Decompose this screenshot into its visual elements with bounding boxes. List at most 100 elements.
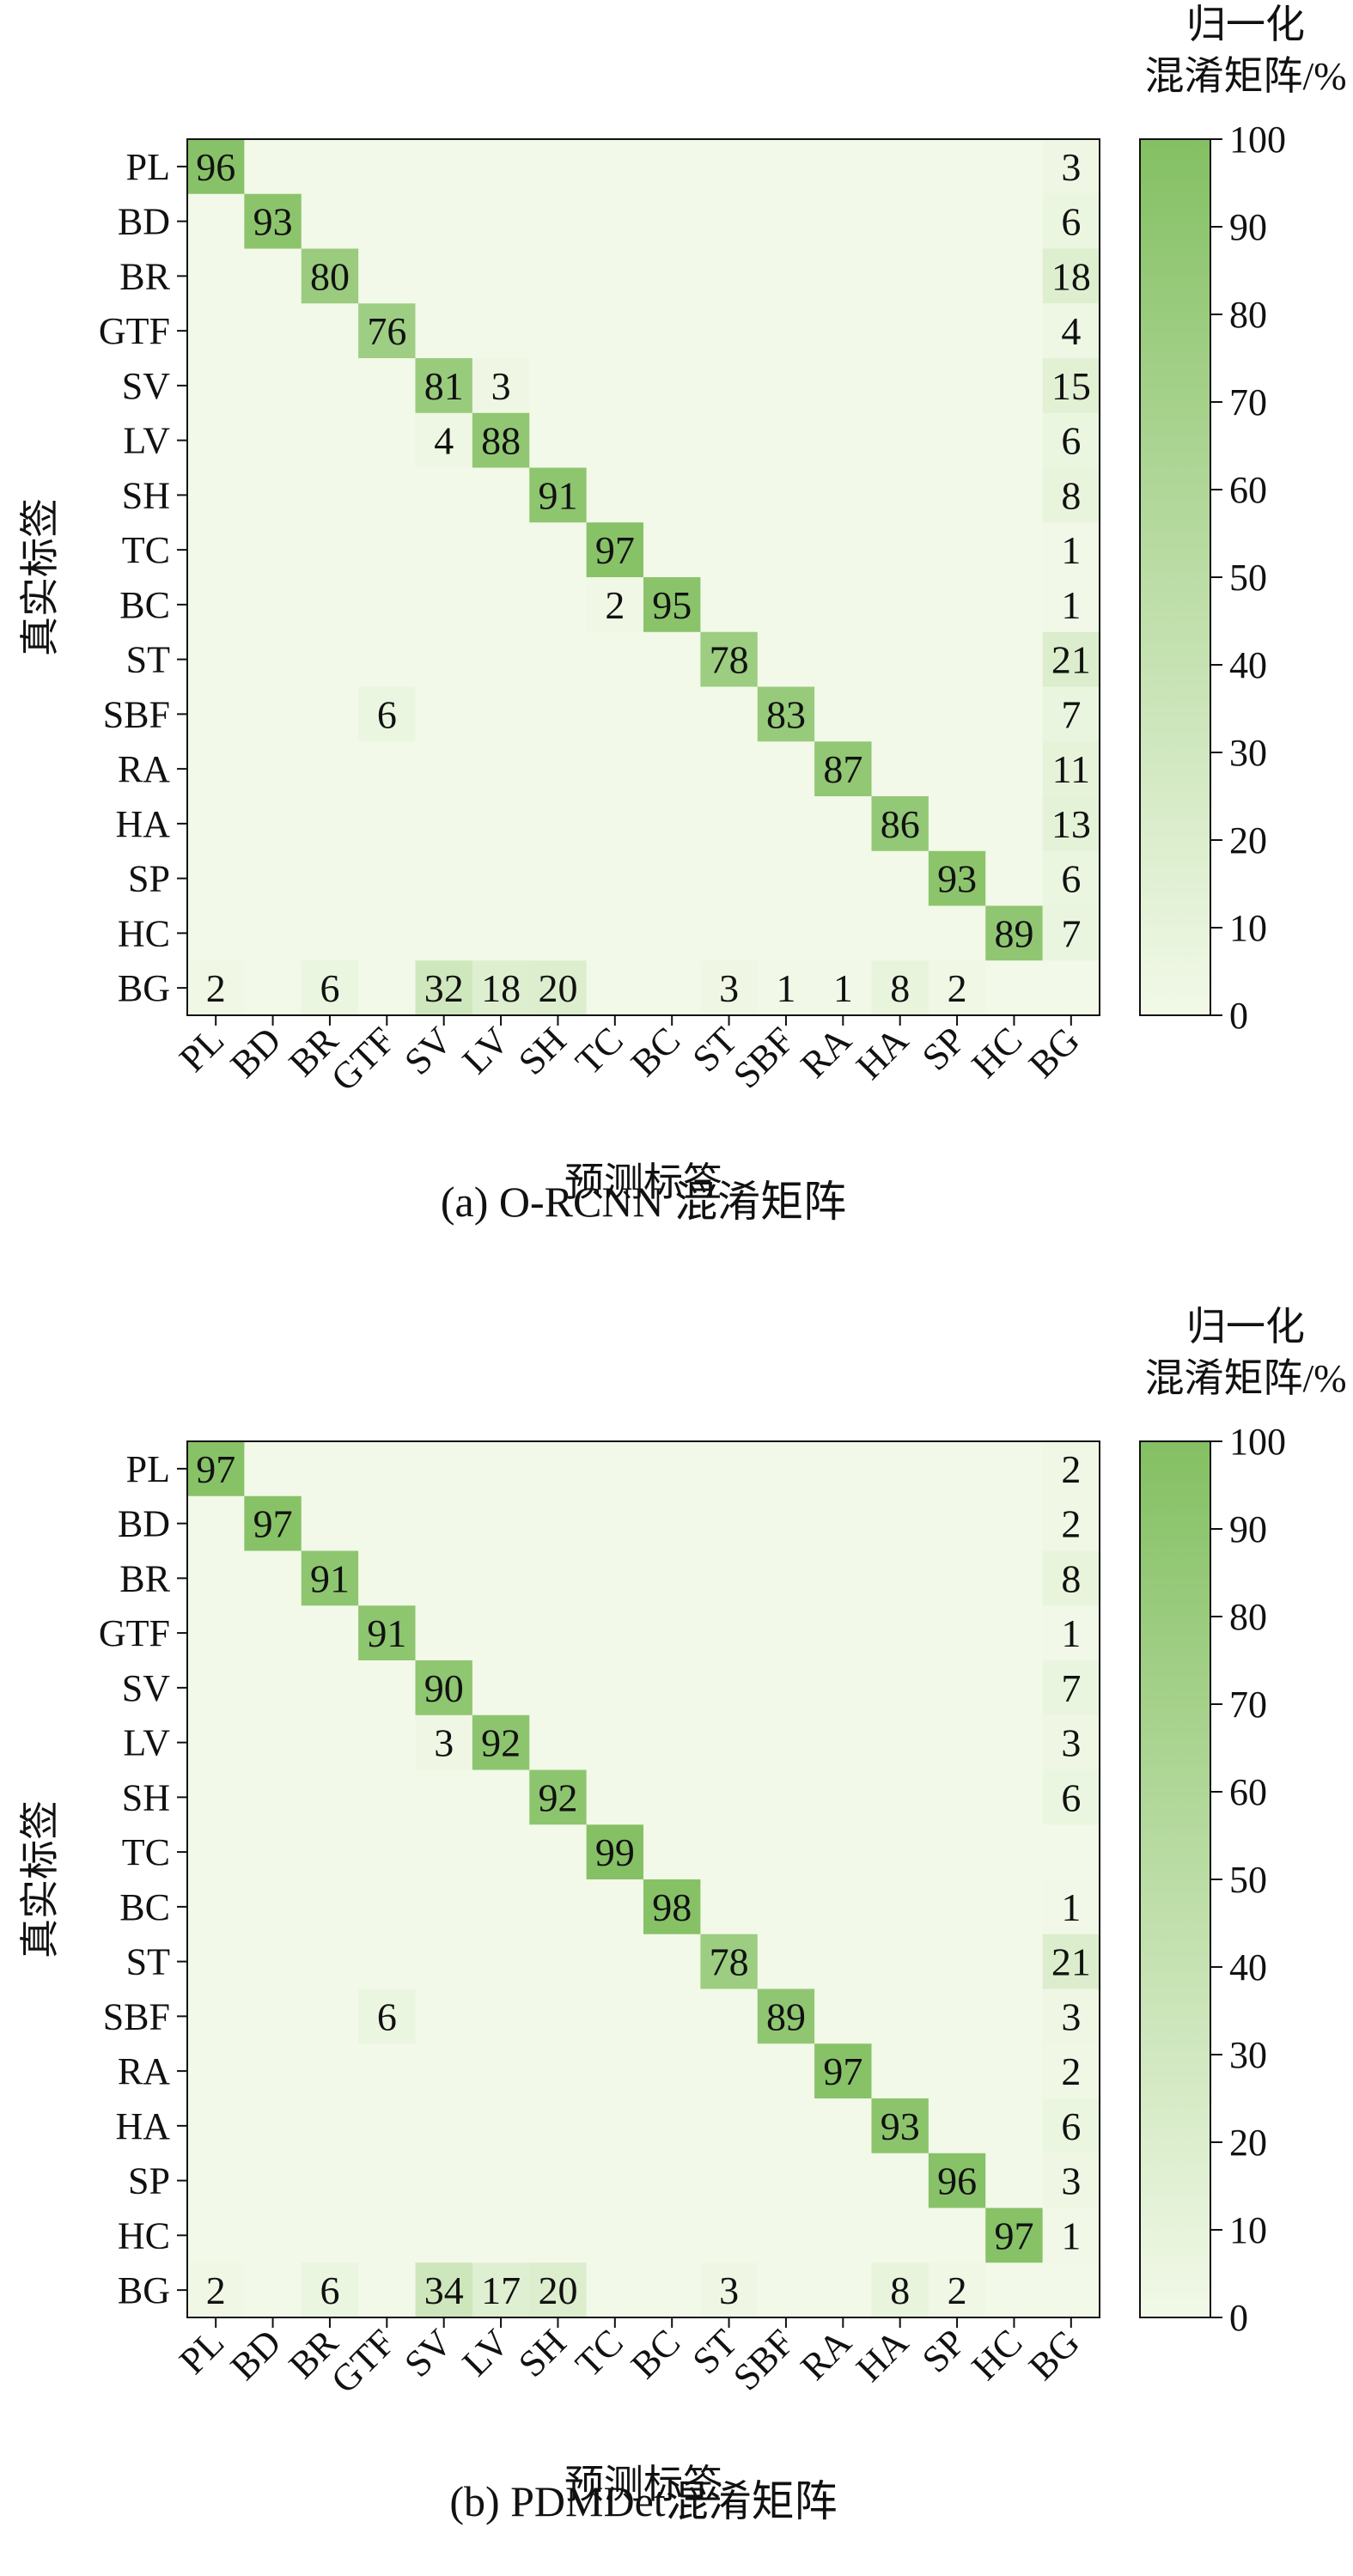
matrix-cell [472, 960, 530, 1016]
matrix-cell [757, 1605, 815, 1661]
matrix-cell [244, 1495, 302, 1552]
matrix-cell [985, 686, 1044, 742]
cell-value: 78 [710, 638, 749, 682]
matrix-cell [643, 2098, 701, 2154]
matrix-cell [472, 522, 530, 578]
matrix-cell [928, 1441, 986, 1497]
matrix-cell [700, 248, 759, 304]
matrix-cell [928, 1934, 986, 1990]
x-tick-label: LV [454, 2321, 517, 2384]
colorbar-tick-label: 70 [1229, 381, 1267, 423]
cell-value: 3 [1061, 1994, 1081, 2038]
matrix-cell [187, 741, 245, 797]
cell-value: 1 [833, 966, 853, 1010]
matrix-cell [472, 577, 530, 633]
cell-value: 7 [1061, 692, 1081, 736]
matrix-cell [586, 850, 644, 907]
matrix-cell [301, 139, 359, 195]
matrix-cell [757, 686, 815, 742]
cell-value: 92 [538, 1775, 577, 1819]
cell-value: 90 [424, 1666, 464, 1710]
cell-value: 97 [823, 2049, 862, 2093]
matrix-cell [187, 139, 245, 195]
matrix-cell [358, 686, 417, 742]
y-tick-label: HC [118, 912, 170, 954]
matrix-cell [415, 1988, 473, 2044]
matrix-cell [301, 1550, 359, 1606]
matrix-cell [643, 686, 701, 742]
matrix-cell [358, 905, 417, 961]
matrix-cell [1042, 1824, 1100, 1880]
y-tick-label: BR [119, 1557, 170, 1599]
matrix-cell [301, 2208, 359, 2263]
matrix-cell [415, 2098, 473, 2154]
matrix-cell [985, 358, 1044, 414]
matrix-cell [871, 741, 929, 797]
y-tick-label: PL [126, 1448, 170, 1490]
matrix-cell [472, 1988, 530, 2044]
matrix-cell [871, 193, 929, 250]
matrix-cell [244, 796, 302, 852]
matrix-cell [643, 522, 701, 578]
cell-value: 97 [196, 1447, 235, 1491]
matrix-cell [472, 1824, 530, 1880]
matrix-cell [1042, 960, 1100, 1016]
matrix-cell [187, 1714, 245, 1771]
matrix-cell [985, 2208, 1044, 2263]
cell-value: 6 [320, 2268, 339, 2312]
y-tick-label: BC [119, 1886, 170, 1928]
matrix-cell [928, 1714, 986, 1771]
matrix-cell [985, 1934, 1044, 1990]
cell-value: 1 [1061, 583, 1081, 627]
matrix-cell [472, 139, 530, 195]
cell-value: 93 [881, 2104, 920, 2148]
matrix-cell [415, 412, 473, 469]
matrix-cell [472, 1714, 530, 1771]
matrix-cell [814, 412, 873, 469]
x-tick-label: SBF [725, 1019, 802, 1096]
matrix-cell [472, 2153, 530, 2209]
y-axis-title: 真实标签 [18, 498, 62, 656]
matrix-cell [757, 796, 815, 852]
cell-value: 91 [310, 1556, 350, 1600]
matrix-cell [1042, 1714, 1100, 1771]
matrix-cell [415, 248, 473, 304]
matrix-cell [415, 2208, 473, 2263]
matrix-cell [586, 193, 644, 250]
colorbar-tick-label: 90 [1229, 206, 1267, 248]
matrix-cell [529, 960, 588, 1016]
matrix-cell [301, 2098, 359, 2154]
matrix-cell [757, 1714, 815, 1771]
matrix-cell [472, 741, 530, 797]
matrix-cell [700, 1714, 759, 1771]
matrix-cell [757, 1660, 815, 1716]
matrix-cell [586, 2043, 644, 2099]
colorbar-tick-label: 50 [1229, 1859, 1267, 1901]
matrix-cell [643, 905, 701, 961]
cell-value: 3 [1061, 1721, 1081, 1765]
cell-value: 6 [377, 1994, 397, 2038]
y-tick-label: SBF [103, 693, 170, 735]
matrix-cell [187, 631, 245, 688]
matrix-cell [814, 1769, 873, 1825]
matrix-cell [871, 1495, 929, 1552]
matrix-cell [244, 248, 302, 304]
matrix-cell [301, 1441, 359, 1497]
matrix-cell [187, 905, 245, 961]
cell-value: 97 [994, 2214, 1033, 2257]
x-tick-label: SP [914, 2321, 973, 2380]
matrix-cell [643, 1550, 701, 1606]
matrix-cell [529, 1879, 588, 1935]
matrix-cell [301, 1714, 359, 1771]
matrix-cell [301, 2262, 359, 2318]
y-tick-label: ST [126, 639, 170, 681]
matrix-cell [187, 850, 245, 907]
matrix-cell [187, 1988, 245, 2044]
colorbar-tick-label: 70 [1229, 1684, 1267, 1726]
matrix-cell [928, 631, 986, 688]
matrix-cell [700, 1934, 759, 1990]
matrix-cell [643, 139, 701, 195]
cell-value: 2 [948, 2268, 967, 2312]
matrix-cell [700, 467, 759, 523]
matrix-cell [529, 2153, 588, 2209]
